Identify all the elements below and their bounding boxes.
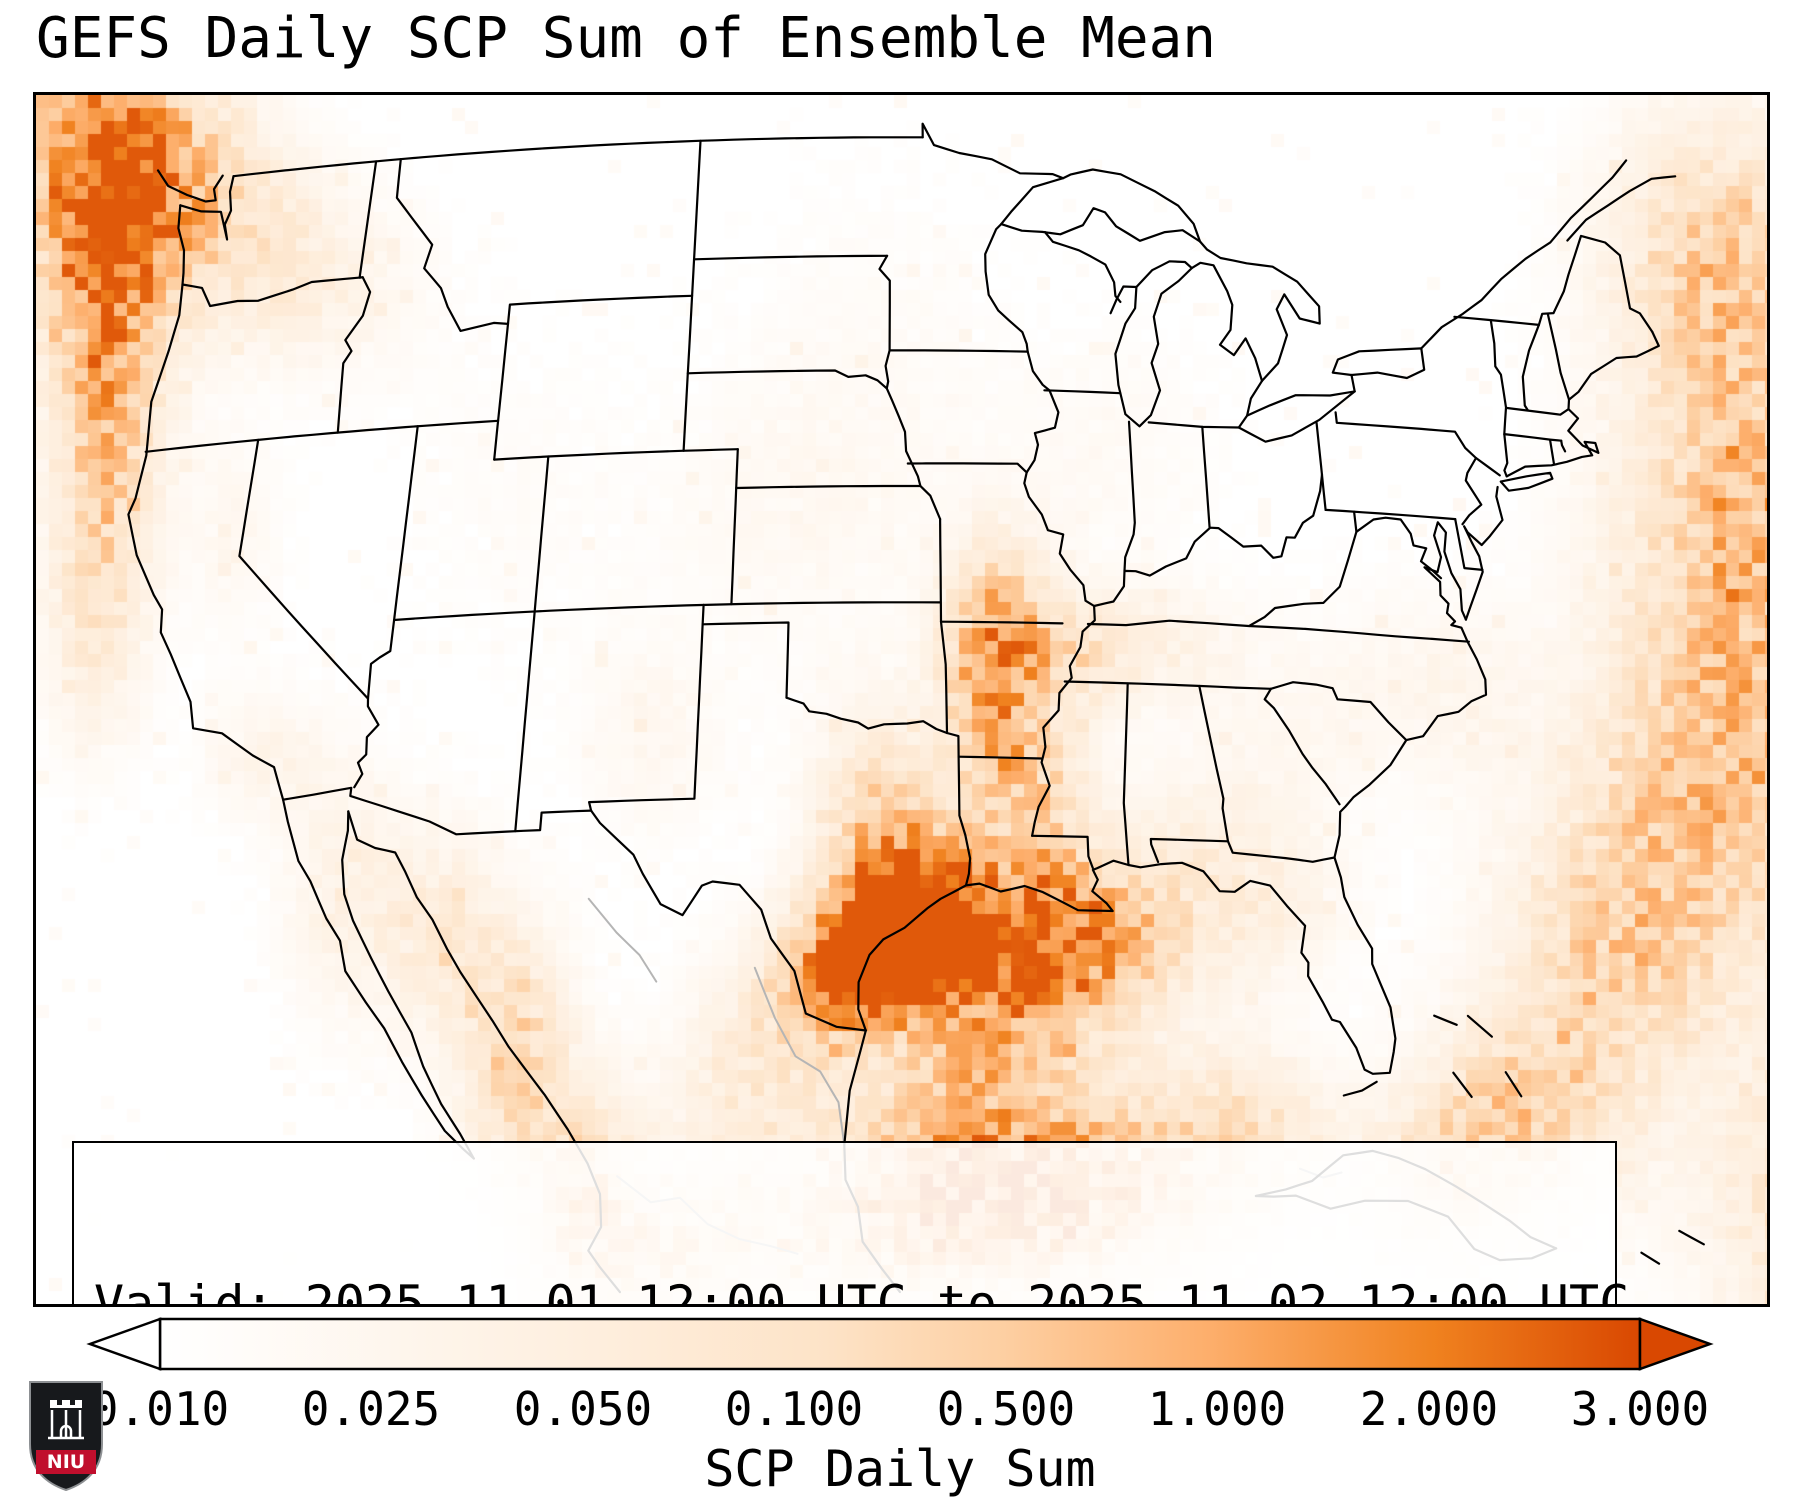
colorbar-under-arrow <box>86 1317 162 1371</box>
colorbar-tick-label: 0.500 <box>936 1382 1076 1436</box>
colorbar-tick-label: 0.050 <box>513 1382 653 1436</box>
colorbar-tick-label: 3.000 <box>1570 1382 1710 1436</box>
niu-banner <box>36 1450 96 1474</box>
castle-icon <box>48 1400 84 1440</box>
valid-time-line: Valid: 2025-11-01 12:00 UTC to 2025-11-0… <box>94 1275 1630 1307</box>
colorbar-tick-label: 0.100 <box>724 1382 864 1436</box>
colorbar-tick-label: 0.025 <box>301 1382 441 1436</box>
colorbar-gradient-bar <box>158 1317 1642 1371</box>
colorbar-tick-label: 2.000 <box>1359 1382 1499 1436</box>
scp-heatmap-raster <box>36 95 1767 1304</box>
colorbar-tick-label: 1.000 <box>1147 1382 1287 1436</box>
colorbar-axis-label: SCP Daily Sum <box>704 1440 1096 1498</box>
colorbar <box>86 1317 1714 1371</box>
niu-logo: NIU <box>29 1381 103 1492</box>
map-panel: Valid: 2025-11-01 12:00 UTC to 2025-11-0… <box>33 92 1770 1307</box>
validity-info-box: Valid: 2025-11-01 12:00 UTC to 2025-11-0… <box>72 1141 1630 1307</box>
colorbar-over-arrow <box>1638 1317 1714 1371</box>
niu-text: NIU <box>47 1451 85 1473</box>
figure-title: GEFS Daily SCP Sum of Ensemble Mean <box>36 6 1217 71</box>
colorbar-tick-label: 0.010 <box>90 1382 230 1436</box>
map-borders-overlay <box>127 122 1705 1294</box>
